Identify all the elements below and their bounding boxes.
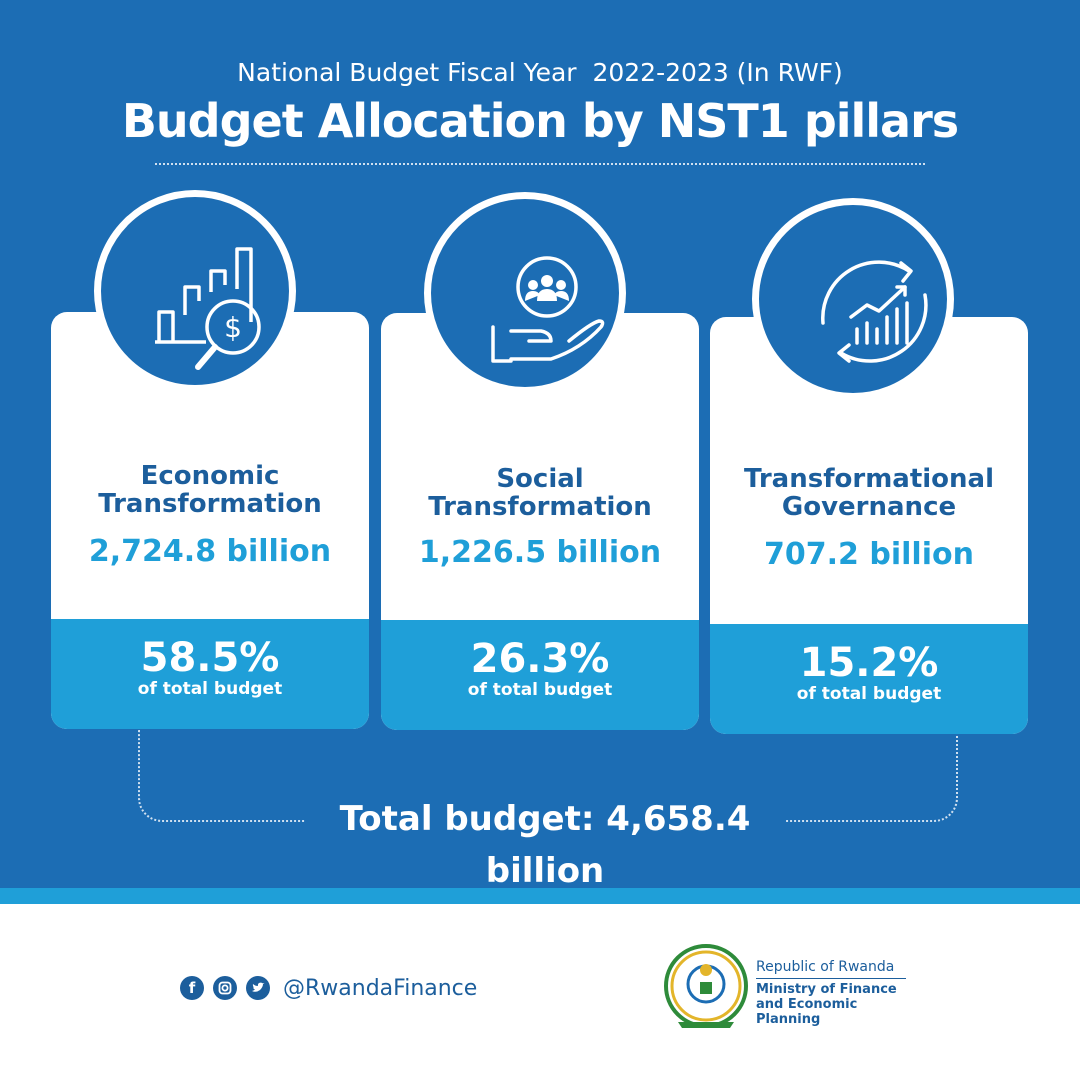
page-subtitle: National Budget Fiscal Year 2022-2023 (I… (237, 58, 843, 87)
dollar-growth-chart-icon: $ (155, 247, 261, 370)
accent-stripe (0, 888, 1080, 904)
facebook-icon[interactable]: f (180, 976, 204, 1000)
twitter-icon[interactable] (246, 976, 270, 1000)
instagram-icon[interactable] (213, 976, 237, 1000)
pillar-name: Economic Transformation (98, 461, 322, 519)
svg-text:$: $ (224, 311, 242, 344)
pillar-name: Transformational Governance (743, 464, 995, 522)
pillar-percent-label: of total budget (137, 679, 283, 699)
pillar-amount: 2,724.8 billion (88, 534, 332, 569)
pillar-name: Social Transformation (428, 464, 652, 522)
pillar-percent-panel: 58.5% of total budget (51, 619, 369, 729)
cycle-bar-chart-icon (821, 260, 928, 363)
org-divider (756, 978, 906, 979)
pillar-card-governance: Transformational Governance 707.2 billio… (710, 317, 1028, 734)
pillar-percent: 58.5% (140, 635, 280, 681)
pillar-card-economic: Economic Transformation 2,724.8 billion … (51, 312, 369, 729)
helping-hand-people-icon (491, 256, 605, 363)
social-links: f @RwandaFinance (180, 975, 477, 1001)
title-divider (155, 163, 925, 165)
pillar-icon-circle: $ (94, 190, 296, 392)
pillar-percent: 26.3% (470, 636, 610, 682)
total-budget: Total budget: 4,658.4 billion (305, 793, 785, 891)
pillar-percent: 15.2% (799, 640, 939, 686)
pillar-amount: 707.2 billion (764, 537, 974, 572)
pillar-percent-panel: 15.2% of total budget (710, 624, 1028, 734)
pillar-percent-label: of total budget (796, 684, 942, 704)
pillar-amount: 1,226.5 billion (418, 535, 662, 570)
org-country: Republic of Rwanda (756, 959, 895, 975)
pillar-icon-circle (424, 192, 626, 394)
pillar-percent-label: of total budget (467, 680, 613, 700)
org-ministry: Ministry of Finance and Economic Plannin… (756, 982, 897, 1027)
pillar-icon-circle (752, 198, 954, 400)
page-title: Budget Allocation by NST1 pillars (121, 94, 959, 148)
pillar-percent-panel: 26.3% of total budget (381, 620, 699, 730)
rwanda-seal-logo (664, 940, 748, 1036)
social-handle[interactable]: @RwandaFinance (283, 975, 478, 1001)
